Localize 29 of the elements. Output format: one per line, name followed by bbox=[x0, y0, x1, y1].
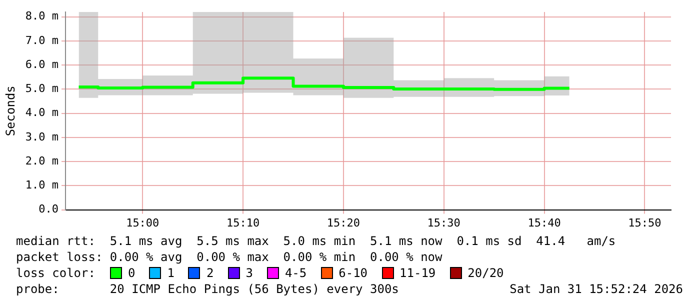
y-tick-label: 4.0 m bbox=[25, 106, 59, 120]
y-tick-label: 5.0 m bbox=[25, 82, 59, 96]
text: 6-10 bbox=[338, 266, 368, 280]
text: 0 bbox=[128, 266, 136, 280]
text: packet loss: 0.00 % avg 0.00 % max 0.00 % min 0.00 % now bbox=[16, 250, 442, 264]
text: 1 bbox=[167, 266, 174, 280]
text: 3 bbox=[246, 266, 253, 280]
x-tick-label: 15:00 bbox=[126, 216, 160, 230]
y-tick-label: 1.0 m bbox=[25, 178, 59, 192]
text: 4-5 bbox=[284, 266, 307, 280]
text: loss color: bbox=[16, 266, 96, 280]
y-axis-title: Seconds bbox=[3, 86, 18, 136]
y-tick-label: 8.0 m bbox=[25, 10, 59, 23]
x-tick-label: 15:30 bbox=[427, 216, 460, 230]
text: median rtt: 5.1 ms avg 5.5 ms max 5.0 ms min 5.1 ms now 0.1 ms sd 41.4 am/s bbox=[16, 234, 616, 248]
y-tick-label: 3.0 m bbox=[25, 130, 59, 144]
x-tick-label: 15:10 bbox=[226, 216, 260, 230]
y-tick-label: 2.0 m bbox=[25, 154, 59, 168]
y-tick-label: 7.0 m bbox=[25, 34, 59, 47]
text: 20/20 bbox=[468, 266, 504, 280]
text: Sat Jan 31 15:52:24 2026 bbox=[510, 282, 683, 296]
text: 11-19 bbox=[400, 266, 436, 280]
x-tick-label: 15:20 bbox=[326, 216, 360, 230]
x-tick-label: 15:50 bbox=[628, 216, 662, 230]
text: probe: 20 ICMP Echo Pings (56 Bytes) every 300s bbox=[16, 282, 399, 296]
x-tick-label: 15:40 bbox=[528, 216, 561, 230]
y-tick-label: 6.0 m bbox=[25, 58, 59, 71]
text: 2 bbox=[206, 266, 214, 280]
y-tick-label: 0.0 bbox=[38, 202, 59, 216]
